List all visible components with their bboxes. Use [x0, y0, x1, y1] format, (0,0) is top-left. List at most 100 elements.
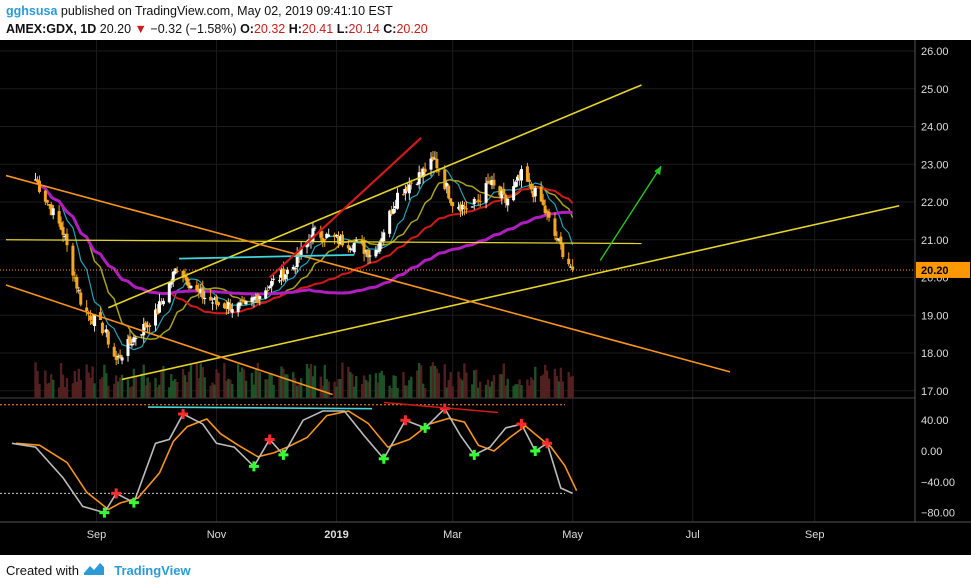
candle-body [120, 357, 124, 361]
volume-bar [146, 377, 149, 398]
candle-body [333, 234, 337, 238]
volume-bar [353, 386, 356, 398]
candle-body [197, 288, 201, 292]
chart-header: gghsusa published on TradingView.com, Ma… [0, 0, 971, 40]
volume-bar [238, 371, 242, 398]
candle-body [47, 203, 51, 206]
volume-bar [280, 366, 283, 398]
volume-bar [360, 383, 364, 398]
volume-bar [46, 383, 49, 398]
candle-body [240, 300, 244, 302]
volume-bar [63, 387, 67, 398]
volume-bar [465, 372, 468, 398]
volume-bar [355, 375, 358, 398]
volume-bar [492, 375, 496, 398]
candle-body [464, 208, 468, 210]
volume-bar [313, 365, 317, 398]
candle-body [114, 356, 118, 360]
price-tick-label: 18.00 [921, 348, 949, 360]
candle-body [492, 179, 496, 186]
candle-body [140, 334, 144, 336]
candle-body [91, 320, 95, 324]
candle-body [337, 236, 341, 244]
candle-body [126, 339, 130, 356]
volume-bar [242, 369, 246, 398]
tradingview-logo-icon[interactable] [82, 561, 106, 577]
osc-tick-label: 0.00 [921, 446, 942, 458]
volume-bar [284, 374, 287, 398]
candle-body [504, 194, 508, 204]
candle-body [35, 179, 39, 183]
candle-body [474, 201, 478, 203]
volume-bar [89, 377, 92, 398]
candle-body [209, 296, 213, 301]
last-price-tag-label: 20.20 [921, 265, 949, 277]
volume-bar [347, 366, 350, 398]
buy-cross-marker [469, 449, 480, 460]
candle-body [449, 198, 453, 204]
volume-bar [323, 364, 326, 398]
volume-bar [50, 374, 53, 398]
candle-body [419, 174, 423, 176]
price-tick-label: 23.00 [921, 159, 949, 171]
candle-body [181, 270, 185, 278]
chart-footer: Created with TradingView [0, 555, 971, 586]
open-value: 20.32 [253, 22, 286, 36]
candle-body [134, 338, 138, 340]
candle-body [559, 236, 563, 245]
candle-body [34, 179, 38, 181]
candle-body [173, 268, 177, 274]
volume-bar [272, 384, 275, 398]
candle-body [498, 186, 502, 196]
chart-canvas[interactable]: 26.0025.0024.0023.0022.0021.0020.0019.00… [0, 40, 971, 555]
descending-trendline [5, 174, 731, 373]
candle-body [252, 297, 256, 301]
candle-body [57, 211, 61, 224]
author-name[interactable]: gghsusa [6, 4, 58, 18]
candle-body [73, 277, 77, 279]
volume-bar [217, 372, 220, 398]
volume-bar [282, 368, 285, 398]
volume-bar [168, 387, 171, 398]
candle-body [201, 287, 205, 299]
candle-body [435, 158, 439, 169]
time-tick-label: May [562, 529, 583, 541]
low-label: L: [336, 22, 349, 36]
candle-body [476, 199, 480, 201]
volume-bar [512, 385, 515, 398]
candle-body [222, 303, 226, 309]
volume-bar [77, 368, 80, 398]
candle-body [203, 297, 207, 299]
drawn-trendlines[interactable] [0, 84, 915, 396]
candle-body [350, 249, 354, 251]
candle-body [49, 204, 53, 216]
sell-cross-marker [111, 488, 122, 499]
candle-body [313, 227, 317, 229]
candle-body [401, 194, 405, 196]
candle-body [279, 269, 283, 278]
volume-bar [388, 385, 391, 398]
volume-bar [528, 385, 531, 398]
candle-body [555, 238, 559, 241]
volume-bar [404, 385, 407, 398]
volume-bar [490, 381, 494, 398]
volume-bar [408, 380, 411, 398]
time-tick-label: 2019 [324, 529, 348, 541]
candle-body [547, 211, 551, 218]
volume-bar [337, 378, 340, 398]
candle-body [319, 229, 323, 238]
volume-bar [154, 377, 157, 398]
osc-tick-label: −40.00 [921, 477, 955, 489]
volume-bar [162, 365, 165, 398]
candle-body [244, 301, 248, 305]
channel-upper-trendline [108, 84, 642, 309]
volume-bar [557, 381, 561, 398]
brand-name[interactable]: TradingView [114, 563, 191, 578]
candle-body [183, 275, 187, 278]
volume-bar [486, 379, 490, 398]
candle-body [518, 174, 522, 179]
candle-body [148, 325, 152, 327]
volume-bar [292, 372, 295, 398]
candle-body [561, 243, 565, 257]
close-value: 20.20 [396, 22, 428, 36]
